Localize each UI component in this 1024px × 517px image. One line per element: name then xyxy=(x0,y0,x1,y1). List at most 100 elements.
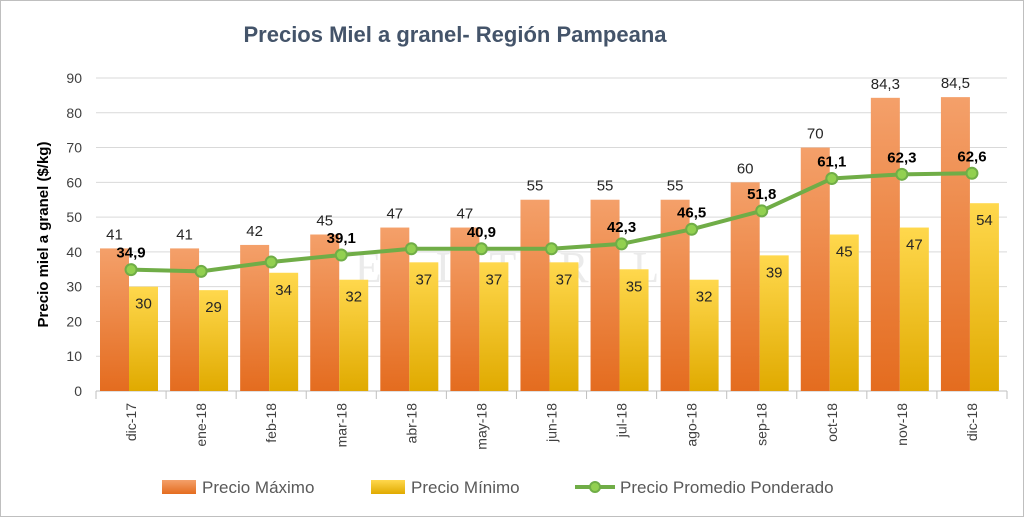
data-label-precio-promedio: 40,9 xyxy=(467,224,496,241)
bar-precio-maximo xyxy=(450,227,480,391)
x-tick-label: dic-18 xyxy=(964,403,980,441)
x-tick-label: dic-17 xyxy=(123,403,139,441)
point-precio-promedio xyxy=(334,248,348,262)
x-tick-label: abr-18 xyxy=(403,403,419,444)
x-tick-label: feb-18 xyxy=(263,403,279,443)
x-tick-label: sep-18 xyxy=(754,403,770,446)
data-label-precio-maximo: 84,3 xyxy=(871,76,900,93)
bar-precio-minimo xyxy=(689,279,719,391)
legend-marker-precio-promedio xyxy=(589,481,601,493)
data-label-precio-maximo: 47 xyxy=(457,206,474,223)
bar-precio-maximo xyxy=(100,248,129,391)
legend-label-precio-promedio: Precio Promedio Ponderado xyxy=(620,478,834,497)
data-label-precio-maximo: 41 xyxy=(106,226,123,243)
data-label-precio-minimo: 37 xyxy=(486,271,503,288)
bar-precio-minimo xyxy=(409,262,439,391)
y-tick-label: 10 xyxy=(66,348,82,364)
bar-precio-minimo xyxy=(129,286,158,391)
data-label-precio-promedio: 34,9 xyxy=(116,245,145,262)
bar-precio-maximo xyxy=(380,227,410,391)
point-precio-promedio xyxy=(545,242,558,256)
chart-title: Precios Miel a granel- Región Pampeana xyxy=(243,22,667,47)
data-label-precio-minimo: 35 xyxy=(626,278,643,295)
data-label-precio-minimo: 29 xyxy=(205,299,222,316)
point-precio-promedio xyxy=(755,204,769,218)
x-tick-label: jun-18 xyxy=(544,403,560,443)
y-tick-label: 70 xyxy=(66,140,82,156)
data-label-precio-minimo: 34 xyxy=(275,282,292,299)
point-precio-promedio xyxy=(124,263,138,277)
data-label-precio-maximo: 47 xyxy=(386,206,403,223)
x-tick-label: mar-18 xyxy=(333,403,349,448)
bar-precio-minimo xyxy=(479,262,509,391)
x-tick-label: may-18 xyxy=(473,403,489,450)
data-label-precio-promedio: 46,5 xyxy=(677,204,706,221)
data-label-precio-maximo: 70 xyxy=(807,126,824,143)
point-precio-promedio xyxy=(194,264,208,278)
data-label-precio-maximo: 55 xyxy=(667,178,684,195)
bar-precio-maximo xyxy=(940,97,970,391)
data-label-precio-maximo: 41 xyxy=(176,226,193,243)
y-axis-title: Precio miel a granel ($/kg) xyxy=(35,142,52,328)
legend-swatch-precio-minimo xyxy=(371,480,405,494)
bar-precio-minimo xyxy=(759,255,789,391)
data-label-precio-promedio: 61,1 xyxy=(817,154,846,171)
data-label-precio-minimo: 39 xyxy=(766,264,783,281)
data-label-precio-maximo: 55 xyxy=(597,178,614,195)
bar-precio-maximo xyxy=(590,199,620,391)
bar-precio-minimo xyxy=(899,227,929,391)
bar-precio-minimo xyxy=(969,203,999,391)
data-label-precio-promedio: 42,3 xyxy=(607,219,636,236)
y-tick-label: 40 xyxy=(66,244,82,260)
bar-precio-minimo xyxy=(829,234,859,391)
point-precio-promedio xyxy=(965,166,979,180)
data-label-precio-minimo: 37 xyxy=(415,271,432,288)
point-precio-promedio xyxy=(474,242,488,256)
bar-precio-minimo xyxy=(339,279,369,391)
point-precio-promedio xyxy=(264,255,278,269)
bar-precio-maximo xyxy=(520,199,550,391)
data-label-precio-minimo: 37 xyxy=(556,271,573,288)
data-label-precio-promedio: 51,8 xyxy=(747,186,776,203)
data-label-precio-minimo: 54 xyxy=(976,212,993,229)
data-label-precio-promedio: 62,3 xyxy=(887,149,916,166)
bar-precio-minimo xyxy=(199,290,229,391)
data-label-precio-maximo: 60 xyxy=(737,160,754,177)
y-tick-label: 90 xyxy=(66,70,82,86)
bar-precio-minimo xyxy=(549,262,579,391)
point-precio-promedio xyxy=(895,167,909,181)
point-precio-promedio xyxy=(685,222,699,236)
x-tick-label: oct-18 xyxy=(824,403,840,442)
data-label-precio-minimo: 30 xyxy=(135,296,152,313)
data-label-precio-promedio: 62,6 xyxy=(957,148,986,165)
x-tick-label: ago-18 xyxy=(684,403,700,447)
y-tick-label: 60 xyxy=(66,174,82,190)
data-label-precio-maximo: 84,5 xyxy=(941,75,970,92)
bar-precio-maximo xyxy=(870,97,900,391)
y-tick-label: 30 xyxy=(66,279,82,295)
x-tick-label: ene-18 xyxy=(193,403,209,447)
legend-swatch-precio-maximo xyxy=(162,480,196,494)
x-tick-label: jul-18 xyxy=(614,403,630,438)
point-precio-promedio xyxy=(825,172,839,186)
legend-label-precio-maximo: Precio Máximo xyxy=(202,478,314,497)
data-label-precio-maximo: 45 xyxy=(316,213,333,230)
legend-label-precio-minimo: Precio Mínimo xyxy=(411,478,520,497)
data-label-precio-maximo: 42 xyxy=(246,223,263,240)
bar-precio-minimo xyxy=(619,269,649,391)
y-tick-label: 0 xyxy=(74,383,82,399)
bar-precio-maximo xyxy=(240,244,270,391)
data-label-precio-minimo: 47 xyxy=(906,237,923,254)
data-label-precio-minimo: 32 xyxy=(345,289,362,306)
data-label-precio-minimo: 45 xyxy=(836,244,853,261)
point-precio-promedio xyxy=(404,242,418,256)
bar-precio-minimo xyxy=(269,272,299,391)
x-tick-label: nov-18 xyxy=(894,403,910,446)
data-label-precio-minimo: 32 xyxy=(696,289,713,306)
y-tick-label: 50 xyxy=(66,209,82,225)
data-label-precio-promedio: 39,1 xyxy=(327,230,356,247)
y-tick-label: 80 xyxy=(66,105,82,121)
point-precio-promedio xyxy=(615,237,629,251)
y-tick-label: 20 xyxy=(66,313,82,329)
